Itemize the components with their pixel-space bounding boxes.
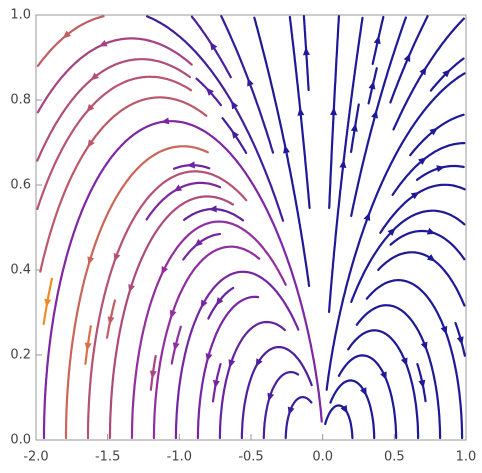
stream-arrow: [340, 404, 348, 414]
y-tick-label: 1.0: [10, 8, 31, 23]
stream-arrow: [231, 130, 239, 139]
streamline: [36, 37, 193, 114]
streamline: [36, 58, 192, 162]
y-tick-label: 0.0: [10, 433, 31, 448]
stream-arrow: [161, 266, 169, 275]
stream-arrow: [160, 117, 170, 125]
stream-arrow: [418, 379, 426, 389]
stream-arrow: [429, 127, 438, 136]
stream-arrow: [426, 227, 436, 235]
y-tick-label: 0.2: [10, 348, 31, 363]
stream-arrow: [205, 87, 214, 96]
stream-arrow: [113, 253, 121, 262]
stream-arrow: [212, 379, 220, 389]
stream-arrow: [400, 357, 408, 367]
x-tick-label: -0.5: [238, 450, 263, 465]
stream-arrow: [297, 107, 305, 116]
streamline: [207, 286, 235, 320]
streamline: [328, 16, 364, 314]
streamline: [377, 251, 466, 307]
stream-arrow: [173, 184, 183, 192]
stream-arrow: [287, 406, 295, 416]
streamline: [240, 346, 313, 440]
x-tick-label: -1.0: [167, 450, 192, 465]
streamline: [196, 295, 260, 440]
stream-arrow: [418, 157, 427, 165]
stream-arrow: [200, 299, 208, 309]
stream-arrow: [205, 353, 213, 362]
streamline: [284, 395, 313, 440]
stream-arrow: [90, 72, 99, 81]
x-tick-label: 0.5: [384, 450, 405, 465]
stream-arrow: [149, 370, 157, 379]
x-tick-label: 0.0: [312, 450, 333, 465]
stream-arrow: [436, 165, 445, 173]
streamline: [350, 209, 466, 303]
stream-arrow: [215, 297, 224, 306]
stream-arrow: [363, 212, 371, 222]
stream-arrow: [410, 192, 420, 200]
stream-arrow: [267, 392, 275, 402]
stream-arrow: [339, 159, 347, 169]
stream-arrow: [87, 139, 95, 148]
streamline: [409, 113, 465, 157]
stream-arrow: [387, 227, 396, 236]
stream-arrow: [330, 107, 338, 116]
streamline: [355, 304, 442, 440]
stream-arrow: [128, 284, 135, 293]
stream-arrow: [380, 371, 387, 381]
stream-arrow: [231, 100, 239, 110]
stream-arrow: [84, 342, 92, 351]
stream-arrow: [98, 39, 108, 47]
streamline: [365, 278, 464, 440]
stream-arrow: [302, 47, 310, 56]
stream-arrow: [440, 325, 448, 335]
streamline: [36, 75, 193, 210]
stream-arrow: [86, 103, 95, 113]
stream-arrow: [419, 66, 427, 76]
stream-arrow: [403, 53, 411, 63]
streamline: [42, 120, 323, 440]
stream-arrow: [169, 309, 177, 319]
stream-arrow: [420, 341, 428, 351]
stream-arrow: [373, 35, 381, 45]
stream-arrow: [456, 336, 464, 345]
streamline: [36, 15, 105, 67]
x-tick-label: 1.0: [456, 450, 477, 465]
stream-arrow: [371, 109, 378, 119]
x-tick-label: -2.0: [23, 450, 48, 465]
stream-arrow: [186, 161, 195, 169]
stream-arrow: [228, 359, 236, 368]
stream-arrow: [368, 80, 376, 90]
stream-arrow: [172, 342, 180, 351]
stream-arrow: [62, 30, 71, 39]
stream-arrow: [359, 387, 367, 396]
stream-arrow: [255, 358, 263, 367]
streamline: [392, 17, 465, 131]
stream-arrow: [442, 69, 451, 78]
y-tick-label: 0.4: [10, 263, 31, 278]
stream-arrow: [194, 238, 203, 247]
y-tick-label: 0.8: [10, 93, 31, 108]
stream-arrow: [283, 145, 290, 154]
y-tick-label: 0.6: [10, 178, 31, 193]
stream-arrow: [208, 205, 217, 213]
streamline: [182, 232, 222, 261]
stream-arrow: [107, 316, 115, 325]
streamline: [64, 145, 209, 440]
stream-arrow: [209, 41, 218, 51]
stream-arrow: [87, 256, 95, 266]
streamline: [174, 270, 300, 440]
stream-arrow: [44, 298, 52, 308]
stream-arrow: [427, 254, 436, 262]
stream-arrow: [247, 77, 254, 87]
x-tick-label: -1.5: [95, 450, 120, 465]
streamline: [324, 404, 354, 440]
streamline: [379, 183, 466, 234]
streamline: [218, 320, 286, 440]
stream-arrow: [350, 123, 358, 132]
